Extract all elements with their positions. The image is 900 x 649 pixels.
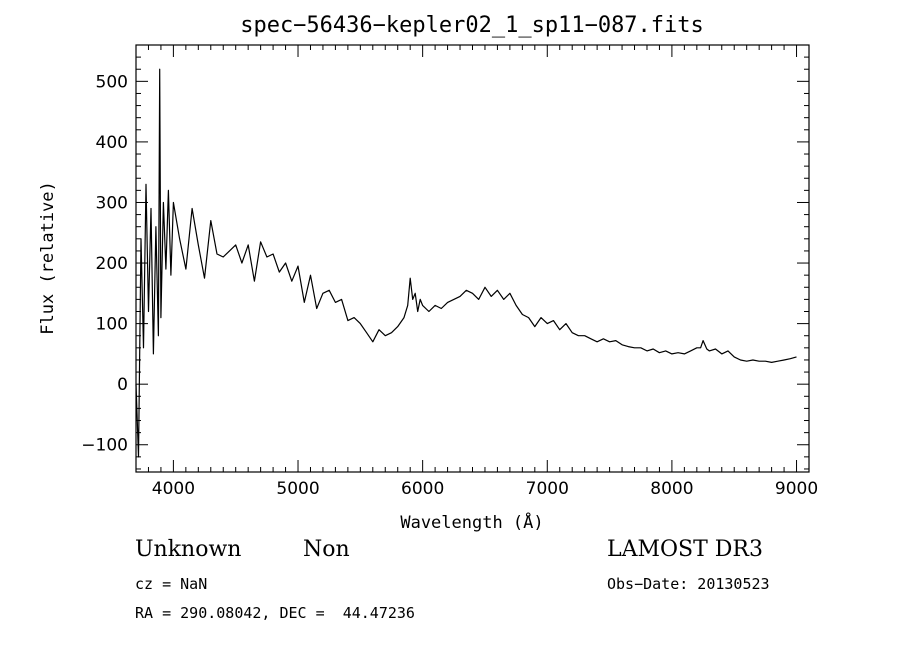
x-tick-label: 7000: [526, 479, 569, 499]
plot-frame: [135, 44, 810, 473]
y-tick-label: 500: [96, 72, 128, 92]
survey-name: LAMOST DR3: [607, 537, 763, 562]
y-tick-label: 100: [96, 315, 128, 335]
x-tick-label: 4000: [152, 479, 195, 499]
y-tick-label: 300: [96, 193, 128, 213]
x-tick-label: 8000: [650, 479, 693, 499]
y-tick-label: 400: [96, 133, 128, 153]
redshift-cz: cz = NaN: [135, 575, 208, 593]
ra-dec: RA = 290.08042, DEC = 44.47236: [135, 604, 415, 622]
chart-title: spec−56436−kepler02_1_sp11−087.fits: [240, 13, 704, 38]
obs-date: Obs−Date: 20130523: [607, 575, 770, 593]
x-tick-label: 5000: [276, 479, 319, 499]
y-tick-label: 0: [117, 375, 128, 395]
spectrum-line: [135, 68, 797, 458]
axis-tick-labels: 4000 5000 6000 7000 8000 9000 −100 0 100 200 300 40…: [81, 72, 818, 499]
y-tick-label: 200: [96, 254, 128, 274]
x-tick-label: 9000: [775, 479, 818, 499]
axis-ticks: [135, 44, 810, 472]
y-tick-label: −100: [81, 436, 128, 456]
x-axis-label: Wavelength (Å): [400, 511, 543, 533]
y-axis-label: Flux (relative): [38, 181, 58, 335]
object-subclass: Non: [303, 537, 350, 562]
x-tick-label: 6000: [401, 479, 444, 499]
object-class: Unknown: [135, 537, 242, 562]
